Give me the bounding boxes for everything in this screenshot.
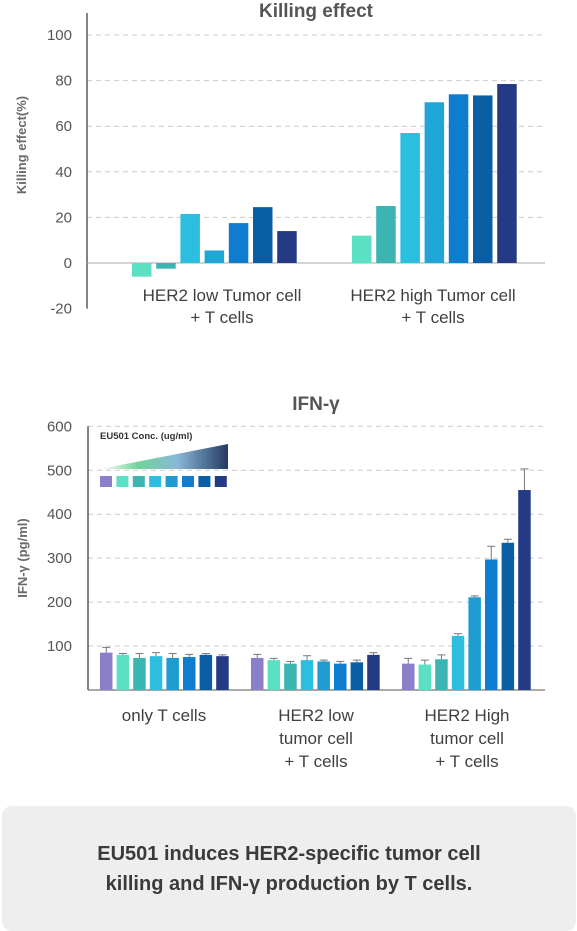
y-tick-label: 40 bbox=[55, 164, 72, 181]
x-category-label: HER2 high Tumor cell bbox=[350, 286, 515, 305]
x-category-label: + T cells bbox=[284, 752, 347, 771]
y-tick-label: 100 bbox=[47, 638, 72, 655]
bar bbox=[251, 657, 264, 690]
bar bbox=[166, 657, 179, 690]
legend-swatches bbox=[100, 476, 227, 487]
bar bbox=[468, 597, 481, 690]
y-tick-label: 80 bbox=[55, 73, 72, 90]
y-tick-labels: 100 200 300 400 500 600 bbox=[47, 418, 72, 655]
bar bbox=[253, 207, 273, 263]
caption-line-1: EU501 induces HER2-specific tumor cell bbox=[97, 842, 481, 865]
y-tick-label: 400 bbox=[47, 506, 72, 523]
legend-swatch bbox=[132, 476, 145, 487]
bar bbox=[133, 657, 146, 690]
gridlines bbox=[87, 34, 545, 218]
y-tick-label: -20 bbox=[50, 301, 72, 318]
bar bbox=[116, 654, 130, 690]
x-category-label: HER2 low Tumor cell bbox=[143, 286, 302, 305]
bars bbox=[132, 84, 517, 277]
legend-title: EU501 Conc. (ug/ml) bbox=[100, 431, 192, 442]
caption-text: EU501 induces HER2-specific tumor cell k… bbox=[97, 839, 480, 899]
y-tick-label: 300 bbox=[47, 550, 72, 567]
concentration-gradient bbox=[100, 444, 228, 469]
bar bbox=[300, 660, 314, 690]
legend-swatch bbox=[100, 476, 112, 487]
bar bbox=[156, 263, 176, 269]
bar bbox=[204, 250, 225, 263]
y-tick-label: 200 bbox=[47, 594, 72, 611]
x-category-label: + T cells bbox=[401, 308, 464, 327]
y-tick-label: 60 bbox=[55, 118, 72, 135]
x-category-label: tumor cell bbox=[279, 729, 353, 748]
y-tick-label: 20 bbox=[55, 209, 72, 226]
bar bbox=[132, 263, 152, 277]
bar bbox=[180, 213, 200, 263]
bar bbox=[352, 235, 372, 263]
bar bbox=[149, 656, 163, 690]
x-category-label: only T cells bbox=[122, 706, 206, 725]
legend-swatch bbox=[149, 476, 162, 487]
caption-line-2: killing and IFN-γ production by T cells. bbox=[105, 872, 473, 895]
killing-effect-chart: Killing effect Killing effect(%) -20 0 20 4… bbox=[14, 1, 545, 327]
bar bbox=[485, 559, 498, 690]
bar bbox=[376, 206, 396, 263]
bar bbox=[400, 133, 420, 263]
y-axis-label: Killing effect(%) bbox=[14, 96, 29, 194]
bar bbox=[284, 663, 297, 690]
bar bbox=[497, 84, 517, 264]
legend-swatch bbox=[198, 476, 211, 487]
x-category-label: + T cells bbox=[435, 752, 498, 771]
y-tick-label: 0 bbox=[64, 255, 72, 272]
y-tick-label: 500 bbox=[47, 462, 72, 479]
x-category-label: + T cells bbox=[190, 308, 253, 327]
ifn-gamma-chart: IFN-γ IFN-γ (pg/ml) 100 200 300 400 500 600 o… bbox=[15, 394, 545, 771]
y-tick-label: 600 bbox=[47, 418, 72, 435]
bar bbox=[100, 652, 113, 690]
bar bbox=[216, 656, 229, 690]
bar bbox=[277, 231, 297, 263]
x-category-label: HER2 low bbox=[278, 706, 354, 725]
legend-swatch bbox=[214, 476, 227, 487]
bar bbox=[518, 490, 531, 690]
bar bbox=[183, 657, 196, 690]
legend-swatch bbox=[165, 476, 178, 487]
x-category-label: HER2 High bbox=[424, 706, 509, 725]
legend: EU501 Conc. (ug/ml) bbox=[100, 431, 228, 487]
bar bbox=[317, 661, 330, 690]
bar bbox=[267, 660, 281, 690]
bar bbox=[350, 662, 364, 690]
chart-title: Killing effect bbox=[259, 1, 374, 22]
bar bbox=[199, 654, 213, 690]
bar bbox=[228, 223, 249, 263]
x-category-labels: HER2 low Tumor cell + T cells HER2 high Tu… bbox=[143, 286, 516, 327]
y-tick-label: 100 bbox=[47, 27, 72, 44]
bar bbox=[334, 663, 347, 690]
legend-swatch bbox=[116, 476, 129, 487]
x-category-labels: only T cells HER2 low tumor cell + T cells H… bbox=[122, 706, 510, 771]
bar bbox=[501, 542, 515, 690]
bar bbox=[451, 635, 465, 690]
y-axis-label: IFN-γ (pg/ml) bbox=[15, 518, 30, 597]
bar bbox=[448, 94, 469, 263]
x-category-label: tumor cell bbox=[430, 729, 504, 748]
bar bbox=[435, 659, 448, 690]
bar bbox=[424, 102, 445, 263]
bar bbox=[402, 663, 415, 690]
bar bbox=[473, 95, 493, 263]
legend-swatch bbox=[182, 476, 194, 487]
bars bbox=[100, 468, 531, 690]
bar bbox=[367, 654, 380, 690]
bar bbox=[418, 664, 432, 690]
caption-box: EU501 induces HER2-specific tumor cell k… bbox=[2, 806, 576, 931]
chart-title: IFN-γ bbox=[292, 394, 340, 415]
y-tick-labels: -20 0 20 40 60 80 100 bbox=[47, 27, 72, 318]
